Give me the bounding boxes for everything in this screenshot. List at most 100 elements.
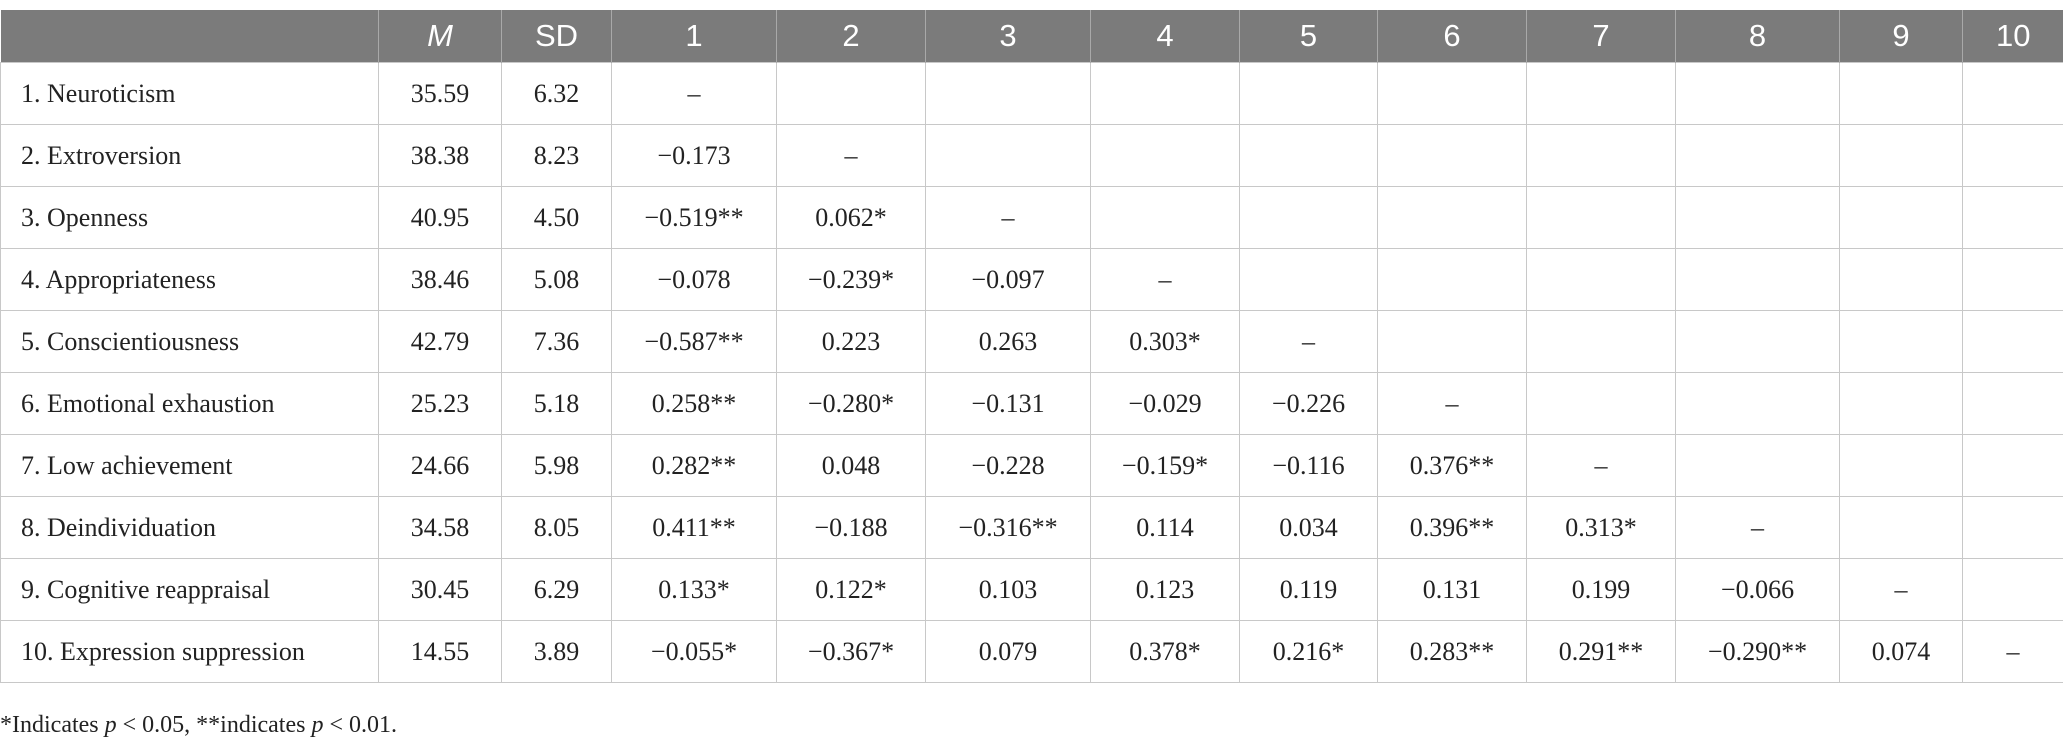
correlation-cell: [1239, 124, 1378, 187]
correlation-cell: –: [1239, 310, 1378, 373]
correlation-cell: −0.519**: [611, 186, 777, 249]
correlation-cell: [1962, 310, 2063, 373]
correlation-cell: −0.587**: [611, 310, 777, 373]
header-cell-var-3: 3: [925, 10, 1091, 63]
correlation-cell: 0.283**: [1377, 620, 1527, 683]
correlation-cell: 0.034: [1239, 496, 1378, 559]
correlation-cell: [1239, 186, 1378, 249]
correlation-cell: −0.290**: [1675, 620, 1840, 683]
footnote-p-symbol: p: [104, 712, 117, 738]
correlation-cell: 0.114: [1090, 496, 1240, 559]
correlation-cell: 0.282**: [611, 434, 777, 497]
correlation-cell: −0.188: [776, 496, 926, 559]
row-label-cell: 10. Expression suppression: [0, 620, 379, 683]
correlation-cell: 0.303*: [1090, 310, 1240, 373]
correlation-cell: [1526, 186, 1676, 249]
sd-cell: 6.29: [501, 558, 612, 621]
correlation-cell: [1675, 186, 1840, 249]
footnote-prefix: *Indicates: [0, 712, 105, 738]
correlation-cell: −0.029: [1090, 372, 1240, 435]
correlation-cell: [1526, 124, 1676, 187]
correlation-cell: 0.133*: [611, 558, 777, 621]
table-row: 1. Neuroticism 35.59 6.32–: [0, 62, 2063, 125]
correlation-cell: 0.396**: [1377, 496, 1527, 559]
correlation-cell: 0.048: [776, 434, 926, 497]
mean-cell: 40.95: [378, 186, 502, 249]
correlation-cell: 0.119: [1239, 558, 1378, 621]
correlation-cell: 0.223: [776, 310, 926, 373]
header-cell-var-1: 1: [611, 10, 777, 63]
correlation-cell: –: [925, 186, 1091, 249]
correlation-cell: –: [1675, 496, 1840, 559]
row-label-cell: 6. Emotional exhaustion: [0, 372, 379, 435]
correlation-cell: [1962, 496, 2063, 559]
sd-cell: 8.23: [501, 124, 612, 187]
correlation-cell: [1962, 558, 2063, 621]
correlation-cell: [1839, 372, 1963, 435]
correlation-cell: 0.122*: [776, 558, 926, 621]
correlation-cell: [1839, 248, 1963, 311]
correlation-cell: [1526, 62, 1676, 125]
correlation-cell: [1839, 310, 1963, 373]
correlation-cell: –: [776, 124, 926, 187]
correlation-cell: 0.258**: [611, 372, 777, 435]
correlation-cell: −0.097: [925, 248, 1091, 311]
correlation-cell: [1090, 186, 1240, 249]
mean-cell: 34.58: [378, 496, 502, 559]
correlation-cell: [1962, 186, 2063, 249]
correlation-cell: –: [1526, 434, 1676, 497]
correlation-cell: −0.055*: [611, 620, 777, 683]
correlation-cell: 0.199: [1526, 558, 1676, 621]
row-label-cell: 2. Extroversion: [0, 124, 379, 187]
correlation-cell: [1962, 434, 2063, 497]
sd-cell: 7.36: [501, 310, 612, 373]
correlation-cell: [1526, 310, 1676, 373]
correlation-table-container: M SD 1 2 3 4 5 6 7 8 9 10 1. Neuroticism 35.59 6.32–2…: [0, 10, 2063, 683]
correlation-cell: [1962, 62, 2063, 125]
mean-cell: 38.46: [378, 248, 502, 311]
table-row: 10. Expression suppression 14.55 3.89 −0.05…: [0, 620, 2063, 683]
correlation-cell: −0.316**: [925, 496, 1091, 559]
table-row: 6. Emotional exhaustion 25.23 5.18 0.258** −…: [0, 372, 2063, 435]
correlation-cell: –: [1090, 248, 1240, 311]
sd-cell: 4.50: [501, 186, 612, 249]
mean-cell: 30.45: [378, 558, 502, 621]
correlation-cell: [1090, 124, 1240, 187]
correlation-cell: [1675, 124, 1840, 187]
header-cell-var-4: 4: [1090, 10, 1240, 63]
correlation-cell: [1377, 186, 1527, 249]
header-cell-var-5: 5: [1239, 10, 1378, 63]
mean-cell: 14.55: [378, 620, 502, 683]
header-cell-var-8: 8: [1675, 10, 1840, 63]
table-row: 9. Cognitive reappraisal 30.45 6.29 0.133* 0…: [0, 558, 2063, 621]
table-row: 7. Low achievement 24.66 5.98 0.282** 0.048−…: [0, 434, 2063, 497]
correlation-cell: [1675, 434, 1840, 497]
row-label-cell: 1. Neuroticism: [0, 62, 379, 125]
correlation-cell: –: [1377, 372, 1527, 435]
table-row: 2. Extroversion 38.38 8.23 −0.173–: [0, 124, 2063, 187]
correlation-cell: 0.376**: [1377, 434, 1527, 497]
correlation-cell: [1839, 496, 1963, 559]
mean-cell: 42.79: [378, 310, 502, 373]
mean-cell: 35.59: [378, 62, 502, 125]
correlation-cell: [1839, 124, 1963, 187]
correlation-cell: −0.066: [1675, 558, 1840, 621]
header-cell-var-2: 2: [776, 10, 926, 63]
footnote-p-symbol: p: [311, 712, 324, 738]
correlation-table: M SD 1 2 3 4 5 6 7 8 9 10 1. Neuroticism 35.59 6.32–2…: [0, 10, 2063, 683]
correlation-cell: –: [1839, 558, 1963, 621]
correlation-cell: 0.263: [925, 310, 1091, 373]
correlation-cell: 0.216*: [1239, 620, 1378, 683]
footnote-suffix: < 0.01.: [323, 712, 398, 738]
header-cell-var-6: 6: [1377, 10, 1527, 63]
correlation-cell: −0.228: [925, 434, 1091, 497]
correlation-cell: 0.103: [925, 558, 1091, 621]
header-cell-sd: SD: [501, 10, 612, 63]
table-row: 3. Openness 40.95 4.50 −0.519** 0.062* –: [0, 186, 2063, 249]
correlation-cell: [1962, 248, 2063, 311]
correlation-cell: [1675, 310, 1840, 373]
correlation-cell: [1962, 372, 2063, 435]
correlation-cell: −0.239*: [776, 248, 926, 311]
table-header-row: M SD 1 2 3 4 5 6 7 8 9 10: [0, 10, 2063, 63]
correlation-cell: [1239, 62, 1378, 125]
